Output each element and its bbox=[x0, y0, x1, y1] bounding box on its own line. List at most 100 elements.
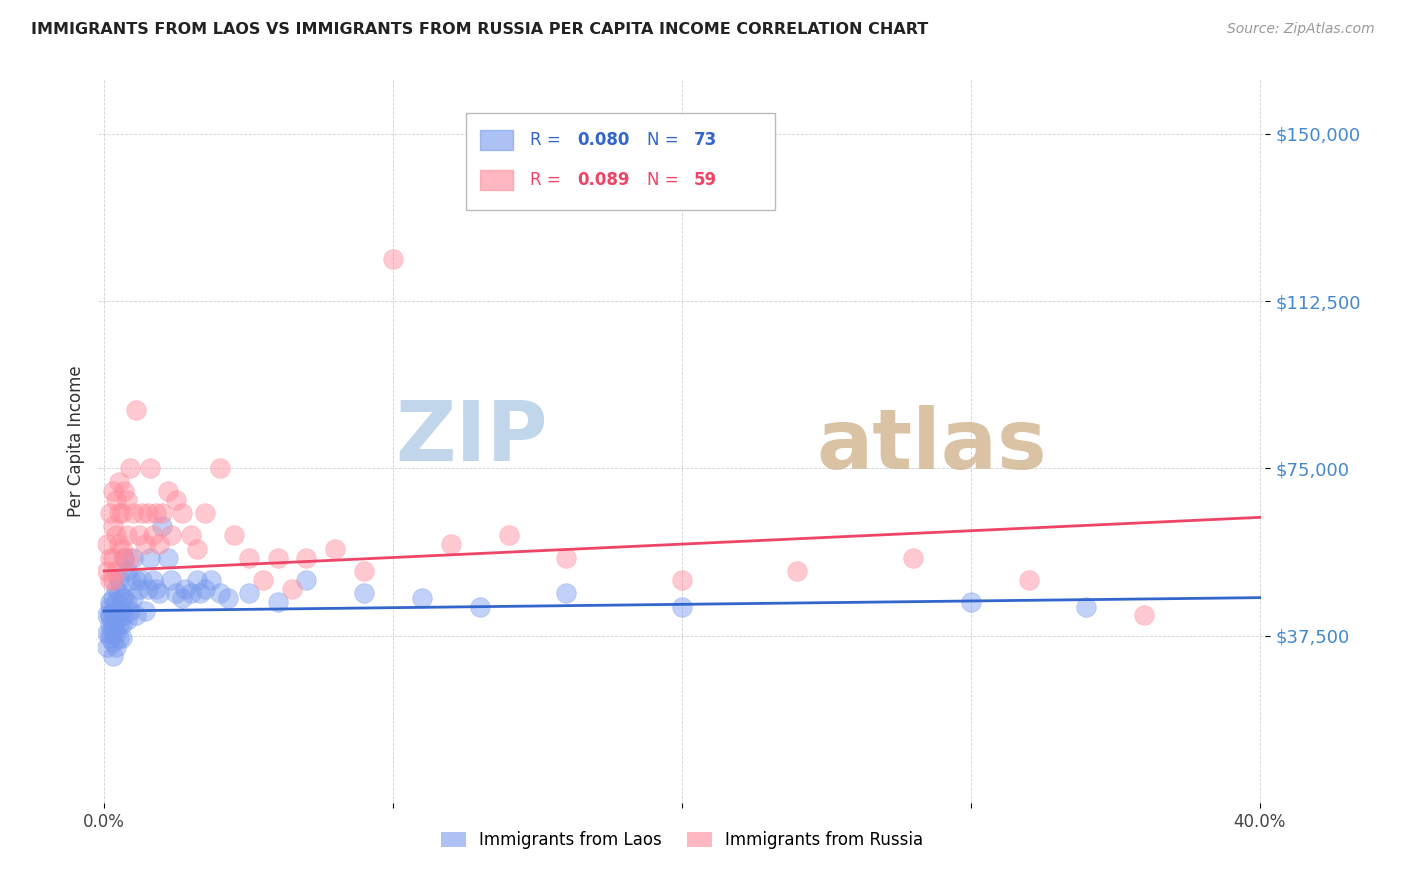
Point bbox=[411, 591, 433, 605]
Y-axis label: Per Capita Income: Per Capita Income bbox=[66, 366, 84, 517]
Point bbox=[165, 492, 187, 507]
Point bbox=[128, 528, 150, 542]
Point bbox=[200, 573, 222, 587]
Point bbox=[122, 591, 145, 605]
Text: 59: 59 bbox=[693, 171, 717, 189]
Point bbox=[150, 506, 173, 520]
Point bbox=[125, 608, 148, 623]
Point bbox=[555, 550, 578, 565]
Point bbox=[252, 573, 274, 587]
Point bbox=[101, 604, 124, 618]
Point bbox=[101, 626, 124, 640]
Point bbox=[139, 461, 162, 475]
Point bbox=[134, 604, 156, 618]
Point bbox=[295, 573, 318, 587]
Point bbox=[104, 492, 127, 507]
Point bbox=[96, 640, 118, 654]
Point bbox=[136, 582, 159, 596]
Point bbox=[110, 604, 132, 618]
Point bbox=[107, 586, 129, 600]
Point bbox=[101, 635, 124, 649]
Text: 73: 73 bbox=[693, 131, 717, 149]
Point bbox=[238, 586, 260, 600]
Point bbox=[145, 582, 167, 596]
FancyBboxPatch shape bbox=[479, 169, 513, 190]
Point bbox=[98, 608, 121, 623]
Point bbox=[186, 573, 208, 587]
Point bbox=[120, 604, 142, 618]
Point bbox=[498, 528, 520, 542]
Point bbox=[266, 550, 288, 565]
Point bbox=[96, 537, 118, 551]
Point bbox=[165, 586, 187, 600]
Point bbox=[98, 608, 121, 623]
Point bbox=[186, 541, 208, 556]
Point bbox=[110, 631, 132, 645]
Point bbox=[112, 591, 135, 605]
Point bbox=[107, 573, 129, 587]
Point bbox=[148, 586, 170, 600]
Point bbox=[125, 403, 148, 417]
Point bbox=[128, 582, 150, 596]
Point bbox=[959, 595, 981, 609]
Point bbox=[107, 475, 129, 489]
Point bbox=[1133, 608, 1156, 623]
Point bbox=[110, 617, 132, 632]
Point bbox=[112, 550, 135, 565]
Point bbox=[224, 528, 246, 542]
Text: 0.080: 0.080 bbox=[576, 131, 630, 149]
Point bbox=[217, 591, 239, 605]
Text: Source: ZipAtlas.com: Source: ZipAtlas.com bbox=[1227, 22, 1375, 37]
Point bbox=[98, 626, 121, 640]
Point bbox=[139, 550, 162, 565]
Point bbox=[104, 626, 127, 640]
Point bbox=[323, 541, 346, 556]
Point bbox=[98, 595, 121, 609]
Point bbox=[117, 528, 139, 542]
Point bbox=[98, 617, 121, 632]
Point bbox=[468, 599, 491, 614]
Point bbox=[98, 573, 121, 587]
Point bbox=[104, 564, 127, 578]
Point bbox=[145, 506, 167, 520]
Point bbox=[104, 613, 127, 627]
Point bbox=[901, 550, 924, 565]
Point bbox=[98, 506, 121, 520]
Point bbox=[180, 586, 202, 600]
Point bbox=[208, 461, 231, 475]
Point bbox=[208, 586, 231, 600]
Point bbox=[131, 573, 153, 587]
Point bbox=[96, 564, 118, 578]
Point bbox=[101, 483, 124, 498]
Point bbox=[107, 537, 129, 551]
Text: R =: R = bbox=[530, 131, 567, 149]
Point bbox=[136, 506, 159, 520]
Point bbox=[238, 550, 260, 565]
Point bbox=[112, 483, 135, 498]
Point bbox=[117, 564, 139, 578]
Point bbox=[156, 550, 179, 565]
Point bbox=[117, 613, 139, 627]
Point bbox=[107, 506, 129, 520]
Point bbox=[98, 550, 121, 565]
Point bbox=[1018, 573, 1040, 587]
Point bbox=[117, 595, 139, 609]
Point bbox=[120, 461, 142, 475]
Point bbox=[440, 537, 463, 551]
Point bbox=[159, 573, 181, 587]
Point bbox=[786, 564, 808, 578]
Point bbox=[107, 617, 129, 632]
Point bbox=[112, 608, 135, 623]
Point bbox=[134, 537, 156, 551]
Legend: Immigrants from Laos, Immigrants from Russia: Immigrants from Laos, Immigrants from Ru… bbox=[434, 824, 929, 856]
Point bbox=[107, 631, 129, 645]
Point bbox=[131, 506, 153, 520]
Text: ZIP: ZIP bbox=[395, 398, 548, 478]
Point bbox=[174, 582, 197, 596]
Point bbox=[120, 550, 142, 565]
Point bbox=[194, 506, 217, 520]
Point bbox=[142, 573, 165, 587]
Point bbox=[104, 640, 127, 654]
Point bbox=[101, 591, 124, 605]
Point bbox=[156, 483, 179, 498]
